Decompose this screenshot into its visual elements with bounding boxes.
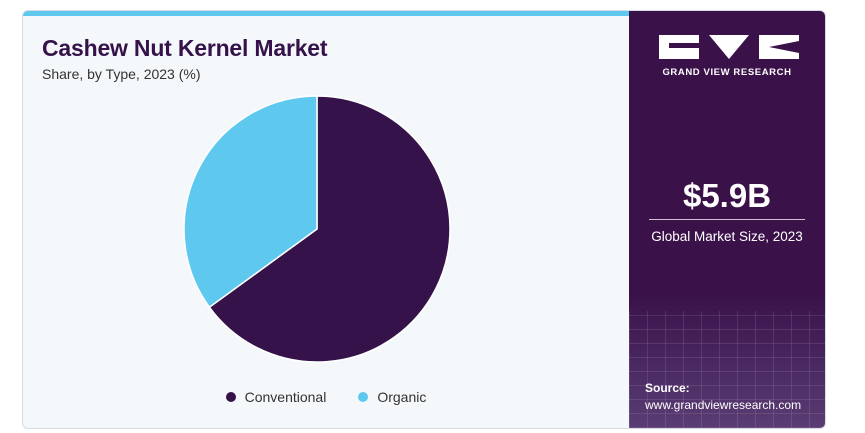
- pie-chart: [183, 95, 451, 363]
- pie-slice-organic: [183, 95, 318, 309]
- legend-label-organic: Organic: [377, 389, 427, 405]
- divider: [649, 219, 805, 220]
- legend-swatch-conventional: [225, 392, 236, 402]
- chart-subtitle: Share, by Type, 2023 (%): [42, 66, 201, 82]
- chart-card: Cashew Nut Kernel Market Share, by Type,…: [22, 10, 826, 429]
- source-label: Source:: [645, 381, 690, 395]
- brand-name: GRAND VIEW RESEARCH: [662, 67, 792, 78]
- chart-legend: Conventional Organic: [23, 389, 629, 405]
- chart-title: Cashew Nut Kernel Market: [42, 35, 328, 61]
- grand-view-research-logo-icon: [659, 35, 799, 59]
- market-size-label: Global Market Size, 2023: [651, 229, 803, 244]
- legend-item-conventional: Conventional: [225, 389, 327, 405]
- pie-slice-conventional: [208, 95, 451, 363]
- legend-label-conventional: Conventional: [244, 389, 327, 405]
- accent-bar: [23, 11, 629, 16]
- decorative-grid: [629, 311, 825, 428]
- market-size-value: $5.9B: [682, 177, 772, 214]
- legend-swatch-organic: [358, 392, 369, 402]
- legend-item-organic: Organic: [358, 389, 426, 405]
- source-url[interactable]: www.grandviewresearch.com: [645, 398, 802, 412]
- info-panel: GRAND VIEW RESEARCH $5.9B Global Market …: [629, 11, 825, 428]
